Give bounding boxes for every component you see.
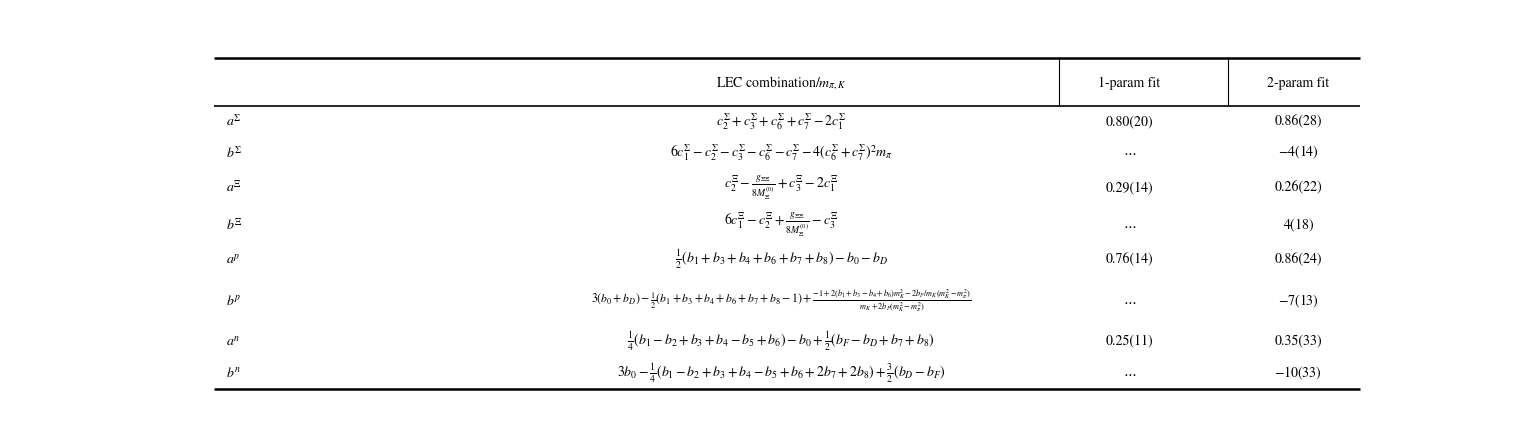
Text: $a^{p}$: $a^{p}$ (226, 253, 241, 267)
Text: 0.80(20): 0.80(20) (1106, 115, 1154, 128)
Text: $\frac{1}{4}(b_1 - b_2 + b_3 + b_4 - b_5 + b_6) - b_0 + \frac{1}{2}(b_F - b_D + : $\frac{1}{4}(b_1 - b_2 + b_3 + b_4 - b_5… (628, 330, 934, 353)
Text: $3b_0 - \frac{1}{4}(b_1 - b_2 + b_3 + b_4 - b_5 + b_6 + 2b_7 + 2b_8) + \frac{3}{: $3b_0 - \frac{1}{4}(b_1 - b_2 + b_3 + b_… (617, 362, 945, 385)
Text: 0.25(11): 0.25(11) (1106, 335, 1154, 348)
Text: $-7(13)$: $-7(13)$ (1279, 292, 1318, 310)
Text: $\frac{1}{2}(b_1 + b_3 + b_4 + b_6 + b_7 + b_8) - b_0 - b_D$: $\frac{1}{2}(b_1 + b_3 + b_4 + b_6 + b_7… (675, 248, 887, 272)
Text: $3(b_0 + b_D) - \frac{1}{2}(b_1 + b_3 + b_4 + b_6 + b_7 + b_8 - 1) + \frac{-1+2(: $3(b_0 + b_D) - \frac{1}{2}(b_1 + b_3 + … (591, 288, 971, 314)
Text: 2-param fit: 2-param fit (1268, 77, 1329, 90)
Text: $6c_1^{\Xi} - c_2^{\Xi} + \frac{g_{\Xi\Xi}}{8M_{\Xi}^{(0)}} - c_3^{\Xi}$: $6c_1^{\Xi} - c_2^{\Xi} + \frac{g_{\Xi\X… (724, 211, 838, 239)
Text: $c_2^{\Xi} - \frac{g_{\Xi\Xi}}{8M_{\Xi}^{(0)}} + c_3^{\Xi} - 2c_1^{\Xi}$: $c_2^{\Xi} - \frac{g_{\Xi\Xi}}{8M_{\Xi}^… (724, 173, 838, 202)
Text: $4(18)$: $4(18)$ (1283, 217, 1314, 234)
Text: $-10(33)$: $-10(33)$ (1274, 365, 1323, 382)
Text: 0.76(14): 0.76(14) (1106, 253, 1154, 267)
Text: $\cdots$: $\cdots$ (1123, 146, 1137, 160)
Text: $b^{\Sigma}$: $b^{\Sigma}$ (226, 145, 242, 161)
Text: $\cdots$: $\cdots$ (1123, 294, 1137, 307)
Text: $6c_1^{\Sigma} - c_2^{\Sigma} - c_3^{\Sigma} - c_6^{\Sigma} - c_7^{\Sigma} - 4(c: $6c_1^{\Sigma} - c_2^{\Sigma} - c_3^{\Si… (669, 142, 893, 163)
Text: 1-param fit: 1-param fit (1099, 77, 1161, 90)
Text: $\cdots$: $\cdots$ (1123, 366, 1137, 380)
Text: $a^{\Xi}$: $a^{\Xi}$ (226, 179, 242, 195)
Text: 0.86(28): 0.86(28) (1274, 115, 1323, 128)
Text: $b^{p}$: $b^{p}$ (226, 294, 241, 308)
Text: $a^{\Sigma}$: $a^{\Sigma}$ (226, 113, 241, 129)
Text: 0.86(24): 0.86(24) (1274, 253, 1323, 267)
Text: 0.26(22): 0.26(22) (1274, 181, 1323, 194)
Text: $b^{n}$: $b^{n}$ (226, 366, 241, 380)
Text: $\cdots$: $\cdots$ (1123, 219, 1137, 232)
Text: 0.35(33): 0.35(33) (1274, 335, 1323, 348)
Text: $c_2^{\Sigma} + c_3^{\Sigma} + c_6^{\Sigma} + c_7^{\Sigma} - 2c_1^{\Sigma}$: $c_2^{\Sigma} + c_3^{\Sigma} + c_6^{\Sig… (716, 111, 846, 131)
Text: 0.29(14): 0.29(14) (1106, 181, 1154, 194)
Text: $b^{\Xi}$: $b^{\Xi}$ (226, 217, 242, 233)
Text: $a^{n}$: $a^{n}$ (226, 335, 241, 349)
Text: $-4(14)$: $-4(14)$ (1279, 144, 1318, 161)
Text: LEC combination/$m_{\pi,K}$: LEC combination/$m_{\pi,K}$ (716, 75, 846, 92)
